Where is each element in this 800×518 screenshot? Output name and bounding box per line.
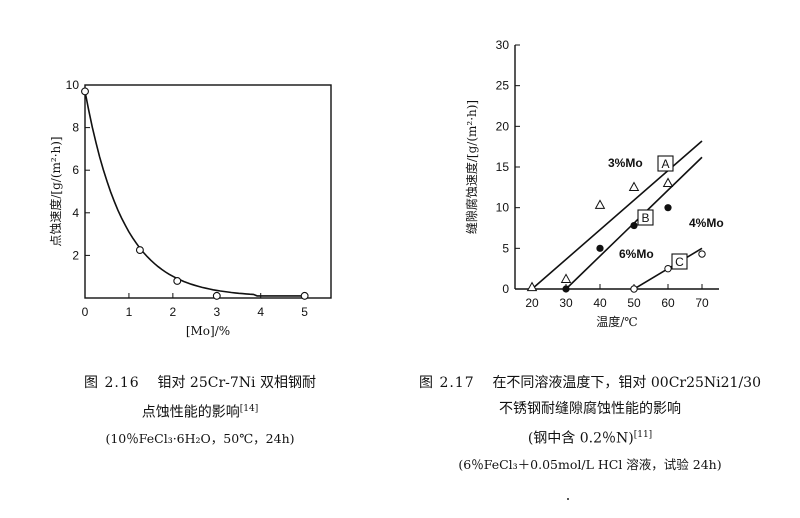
series-label-b: 4%Mo: [689, 216, 724, 230]
stray-dot: [567, 498, 569, 500]
chart-1-svg: 0 1 2 3 4 5 2 4 6 8 10 [Mo]/% 点蚀速度/[g/(m²·h)]: [48, 78, 332, 338]
plot-frame: [84, 84, 332, 299]
figure-title-cont: 点蚀性能的影响: [141, 404, 240, 421]
x-tick-label: 70: [695, 296, 709, 310]
caption-line: 点蚀性能的影响[14]: [30, 396, 370, 426]
x-axis-label: 温度/℃: [596, 314, 637, 329]
data-point-open: [630, 285, 638, 293]
data-point-filled: [596, 244, 604, 252]
x-tick-label: 20: [525, 296, 539, 310]
data-point: [212, 291, 221, 300]
series-box-letter: C: [675, 255, 684, 269]
data-point: [135, 246, 144, 255]
figure-title: 在不同溶液温度下，钼对 00Cr25Ni21/30: [492, 375, 761, 391]
series-box-letter: B: [641, 211, 649, 225]
data-point: [173, 277, 182, 285]
figure-2-16-caption: 图 2.16 钼对 25Cr-7Ni 双相钢耐 点蚀性能的影响[14] (10％…: [30, 370, 370, 452]
caption-line: 不锈钢耐缝隙腐蚀性能的影响: [390, 396, 790, 422]
figure-2-17-caption: 图 2.17 在不同溶液温度下，钼对 00Cr25Ni21/30 不锈钢耐缝隙腐…: [390, 370, 790, 478]
x-tick-label: 4: [257, 305, 264, 319]
figure-title: 钼对 25Cr-7Ni 双相钢耐: [157, 375, 316, 391]
series-box-a: [657, 155, 674, 172]
y-tick-label: 25: [496, 79, 510, 93]
data-point-open: [664, 264, 672, 273]
y-tick-label: 10: [496, 201, 510, 215]
x-tick-label: 1: [126, 305, 133, 319]
x-tick-label: 2: [170, 305, 177, 319]
data-point-triangle: [560, 273, 572, 283]
data-point-filled: [630, 221, 638, 230]
figure-number: 图 2.17: [419, 375, 475, 391]
y-tick-label: 0: [502, 282, 509, 296]
data-point-triangle: [662, 177, 674, 187]
data-point-triangle: [526, 281, 538, 292]
chart-crevice-corrosion-temperature: 20 30 40 50 60 70 0 5 10 15 20 25 30 温度/℃ 缝隙腐蚀速度/[g/(m…: [400, 0, 800, 350]
figure-title-cont: 不锈钢耐缝隙腐蚀性能的影响: [499, 401, 681, 417]
x-tick-label: 30: [559, 296, 573, 310]
y-tick-label: 6: [72, 163, 79, 177]
chart-2-svg: 20 30 40 50 60 70 0 5 10 15 20 25 30 温度/℃ 缝隙腐蚀速度/[g/(m…: [464, 38, 724, 329]
series-label-c: 6%Mo: [619, 247, 654, 261]
x-tick-label: 3: [213, 305, 220, 319]
data-point-filled: [664, 204, 672, 212]
y-tick-label: 10: [66, 78, 80, 92]
data-point-filled: [562, 285, 570, 293]
data-point-triangle: [628, 181, 640, 192]
y-tick-label: 4: [72, 206, 79, 220]
caption-line: 图 2.17 在不同溶液温度下，钼对 00Cr25Ni21/30: [390, 370, 790, 396]
x-axis-label: [Mo]/%: [186, 324, 230, 338]
y-tick-label: 20: [496, 119, 510, 133]
reference-mark: [14]: [239, 404, 259, 414]
y-axis-label: 点蚀速度/[g/(m²·h)]: [48, 136, 63, 246]
data-point-triangle: [594, 199, 606, 209]
series-curve: [84, 91, 305, 297]
fit-line-a: [531, 140, 703, 290]
caption-line: 图 2.16 钼对 25Cr-7Ni 双相钢耐: [30, 370, 370, 396]
series-label-a: 3%Mo: [608, 156, 643, 170]
caption-note: (钢中含 0.2％N): [527, 430, 634, 447]
data-point-open: [698, 250, 706, 258]
y-tick-label: 2: [72, 248, 79, 262]
series-box-b: [637, 209, 654, 226]
data-point: [300, 291, 309, 300]
x-tick-label: 50: [627, 296, 641, 310]
x-tick-label: 60: [661, 296, 675, 310]
x-tick-label: 0: [82, 305, 89, 319]
caption-conditions: (6％FeCl₃＋0.05mol/L HCl 溶液，试验 24h): [458, 456, 722, 472]
series-box-letter: A: [661, 157, 669, 171]
x-tick-label: 5: [301, 305, 308, 319]
caption-conditions: (10％FeCl₃·6H₂O，50℃，24h): [105, 430, 295, 446]
y-tick-label: 15: [496, 160, 510, 174]
x-tick-label: 40: [593, 296, 607, 310]
y-tick-label: 8: [72, 121, 79, 135]
y-tick-label: 5: [502, 241, 509, 255]
series-box-c: [671, 253, 688, 270]
y-axis-label: 缝隙腐蚀速度/[g/(m²·h)]: [464, 100, 479, 234]
chart-mo-pitting-rate: 0 1 2 3 4 5 2 4 6 8 10 [Mo]/% 点蚀速度/[g/(m²·h)]: [0, 0, 400, 350]
y-tick-label: 30: [496, 38, 510, 52]
data-point: [81, 87, 89, 96]
figure-number: 图 2.16: [84, 375, 140, 391]
caption-line: (钢中含 0.2％N)[11]: [390, 422, 790, 452]
reference-mark: [11]: [633, 430, 653, 440]
